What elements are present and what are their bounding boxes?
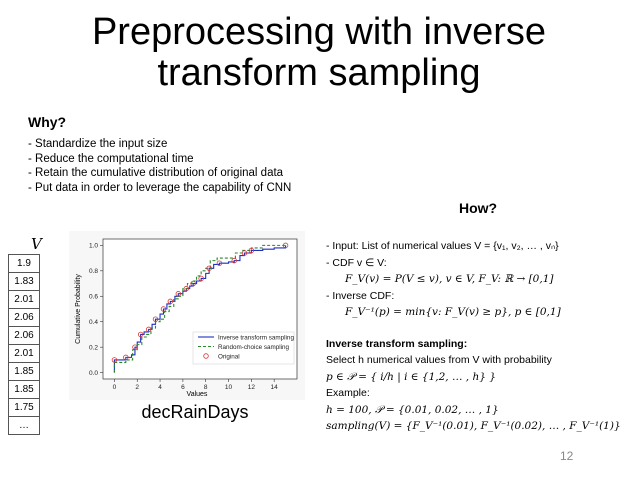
why-item: - Put data in order to leverage the capa…	[28, 181, 292, 194]
vector-cell: 2.06	[8, 308, 40, 327]
probability-set: p ∈ 𝒫 = { i/h | i ∈ {1,2, … , h} }	[326, 370, 496, 383]
vector-cell: 2.01	[8, 290, 40, 309]
vector-cell: 1.9	[8, 254, 40, 273]
title-line-1: Preprocessing with inverse	[91, 11, 547, 53]
original-data-point	[190, 280, 196, 287]
vector-table: 1.9 1.83 2.01 2.06 2.06 2.01 1.85 1.85 1…	[8, 254, 40, 435]
y-axis-label: Cumulative Probability	[75, 274, 82, 344]
why-item: - Reduce the computational time	[28, 152, 194, 165]
y-tick-label: 0.2	[89, 344, 98, 351]
original-data-point	[145, 326, 152, 333]
x-tick-label: 0	[113, 384, 117, 391]
legend-label: Original	[218, 354, 240, 361]
original-data-point	[206, 265, 212, 271]
original-data-point	[183, 285, 190, 292]
y-tick-label: 1.0	[89, 243, 98, 250]
y-tick-label: 0.8	[89, 268, 98, 275]
original-data-point	[216, 260, 223, 266]
its-heading: Inverse transform sampling:	[326, 337, 468, 350]
example-label: Example:	[326, 387, 370, 399]
y-tick-label: 0.0	[89, 370, 98, 377]
cdf-chart-svg: 0 2 4 6 8 10 12 14 0.0 0.2 0.4 0.6 0.8 1.0 Inverse tr…	[75, 238, 298, 398]
original-data-point	[132, 344, 138, 350]
cdf-label: - CDF v ∈ V:	[326, 256, 387, 269]
its-description: Select h numerical values from V with pr…	[326, 354, 552, 366]
original-data-point	[137, 331, 144, 338]
legend-label: Inverse transform sampling	[218, 335, 294, 342]
original-data-point	[175, 291, 182, 297]
vector-cell: 2.01	[8, 344, 40, 363]
x-axis-label: Values	[187, 391, 208, 398]
original-data-point	[160, 306, 167, 312]
input-line: - Input: List of numerical values V = {v…	[326, 240, 559, 252]
vector-label: V	[31, 235, 42, 253]
original-data-point	[111, 357, 118, 363]
vector-cell: 1.83	[8, 272, 40, 291]
example-sampling: sampling(V) = {F_V⁻¹(0.01), F_V⁻¹(0.02),…	[326, 420, 621, 432]
inverse-transform-series-line	[113, 245, 287, 373]
original-data-point	[248, 247, 255, 254]
chart-caption: decRainDays	[141, 402, 249, 422]
vector-cell: 1.85	[8, 380, 40, 399]
x-tick-label: 8	[204, 384, 208, 391]
cdf-chart: 0 2 4 6 8 10 12 14 0.0 0.2 0.4 0.6 0.8 1.0 Inverse tr…	[69, 231, 305, 400]
title-line-2: transform sampling	[157, 52, 481, 94]
original-data-point	[167, 298, 174, 305]
icdf-label: - Inverse CDF:	[326, 289, 395, 302]
original-data-point	[282, 242, 289, 249]
vector-cell: …	[8, 416, 40, 435]
x-tick-label: 14	[271, 384, 279, 391]
how-content: - Input: List of numerical values V = {v…	[326, 238, 621, 435]
example-params: h = 100, 𝒫 = {0.01, 0.02, … , 1}	[326, 403, 499, 416]
original-data-point	[123, 354, 129, 361]
original-data-point	[241, 250, 248, 256]
x-tick-label: 2	[135, 384, 139, 391]
y-tick-label: 0.4	[89, 319, 98, 326]
y-tick-label: 0.6	[89, 294, 98, 301]
why-heading: Why?	[28, 114, 67, 130]
why-item: - Retain the cumulative distribution of …	[28, 167, 284, 179]
x-tick-label: 4	[158, 384, 162, 391]
cdf-formula: F_V(v) = P(V ≤ v), v ∈ V, F_V: ℝ → [0,1]	[345, 273, 554, 285]
why-item: - Standardize the input size	[28, 138, 168, 150]
page-number: 12	[560, 449, 574, 463]
original-data-point	[198, 275, 204, 282]
icdf-formula: F_V⁻¹(p) = min{v: F_V(v) ≥ p}, p ∈ [0,1]	[345, 306, 561, 318]
slide-title: Preprocessing with inverse transform sam…	[0, 12, 638, 94]
vector-cell: 2.06	[8, 326, 40, 345]
original-data-point	[231, 257, 237, 264]
legend-swatch	[203, 353, 209, 359]
x-tick-label: 12	[248, 384, 256, 391]
x-tick-label: 10	[225, 384, 233, 391]
how-heading: How?	[459, 200, 498, 216]
vector-cell: 1.85	[8, 362, 40, 381]
why-list: - Standardize the input size - Reduce th…	[28, 137, 291, 195]
original-data-point	[152, 316, 159, 322]
x-tick-label: 6	[181, 384, 185, 391]
vector-cell: 1.75	[8, 398, 40, 417]
random-choice-series-line	[113, 244, 286, 373]
legend-label: Random-choice sampling	[218, 344, 290, 351]
